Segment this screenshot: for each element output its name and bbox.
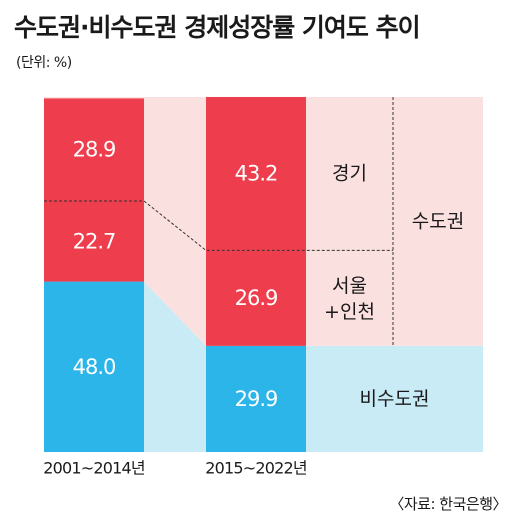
x-tick-label-2: 2015~2022년 [205, 459, 307, 478]
capital-label: 수도권 [412, 210, 464, 232]
incheon-label: +인천 [324, 301, 375, 323]
chart-title: 수도권·비수도권 경제성장률 기여도 추이 [14, 13, 421, 42]
bar-gyeonggi-2 [206, 97, 306, 251]
connector-lines [44, 97, 394, 346]
x-tick-label-1: 2001~2014년 [43, 459, 145, 478]
source-label: 〈자료: 한국은행〉 [389, 495, 507, 513]
bar-label-gyeonggi-1: 28.9 [73, 138, 116, 162]
unit-label: (단위: %) [16, 55, 72, 71]
bar-label-gyeonggi-2: 43.2 [235, 162, 278, 186]
bar-label-seoul-incheon-2: 26.9 [235, 286, 278, 310]
bar-noncapital-1 [44, 281, 144, 452]
gyeonggi-label: 경기 [332, 163, 367, 185]
noncapital-label: 비수도권 [360, 388, 430, 410]
seoul-label: 서울 [332, 275, 367, 297]
bar-gyeonggi-1 [44, 98, 144, 202]
bar-seoul-incheon-1 [44, 201, 144, 282]
bar-label-noncapital-1: 48.0 [73, 355, 116, 379]
bars [44, 97, 306, 452]
bar-noncapital-2 [206, 345, 306, 452]
boundary-connector [44, 200, 393, 251]
bar-label-noncapital-2: 29.9 [235, 387, 278, 411]
bar-seoul-incheon-2 [206, 250, 306, 346]
bar-label-seoul-incheon-1: 22.7 [73, 229, 116, 253]
